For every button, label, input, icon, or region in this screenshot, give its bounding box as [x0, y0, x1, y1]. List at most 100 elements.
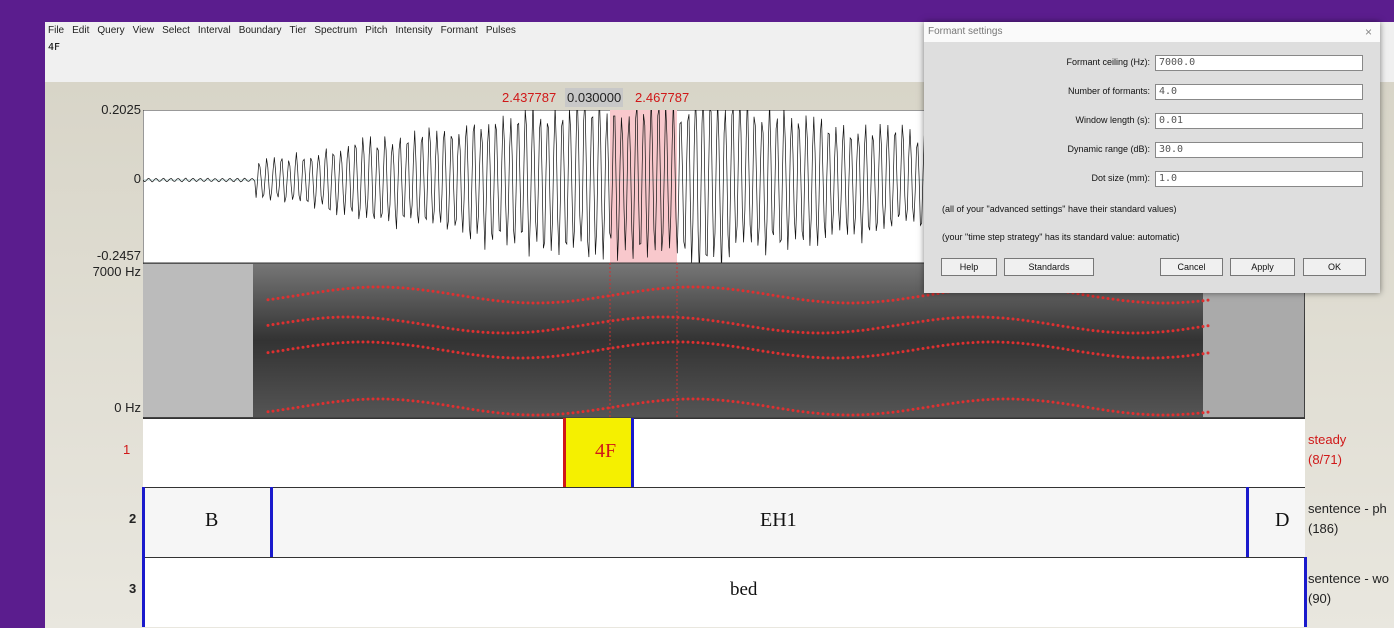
formant-dot — [337, 342, 340, 345]
formant-dot — [1012, 317, 1015, 320]
formant-dot — [447, 404, 450, 407]
formant-dot — [877, 412, 880, 415]
button[interactable]: Apply — [1230, 258, 1295, 276]
formant-dot — [917, 407, 920, 410]
formant-dot — [737, 346, 740, 349]
formant-dot — [1197, 412, 1200, 415]
formant-dot — [982, 398, 985, 401]
button[interactable]: Standards — [1004, 258, 1094, 276]
menu-item[interactable]: Boundary — [239, 25, 282, 36]
formant-dot — [712, 398, 715, 401]
interval-label[interactable]: bed — [730, 579, 757, 601]
formant-dot — [902, 409, 905, 412]
formant-dot — [1037, 321, 1040, 324]
formant-dot — [942, 403, 945, 406]
field-input[interactable]: 7000.0 — [1155, 55, 1363, 71]
formant-dot — [372, 286, 375, 289]
formant-dot — [582, 410, 585, 413]
formant-dot — [452, 405, 455, 408]
button[interactable]: OK — [1303, 258, 1366, 276]
tier-name[interactable]: steady — [1308, 432, 1346, 447]
formant-dot — [837, 413, 840, 416]
interval-label[interactable]: EH1 — [760, 509, 797, 532]
formant-dot — [292, 320, 295, 323]
formant-dot — [802, 410, 805, 413]
formant-dot — [902, 297, 905, 300]
text-field[interactable]: 4F — [48, 42, 60, 53]
formant-dot — [1127, 356, 1130, 359]
formant-dot — [1122, 299, 1125, 302]
tier — [143, 418, 1305, 488]
formant-dot — [667, 286, 670, 289]
field-input[interactable]: 4.0 — [1155, 84, 1363, 100]
formant-dot — [1072, 326, 1075, 329]
formant-dot — [972, 316, 975, 319]
formant-dot — [592, 297, 595, 300]
boundary — [1246, 487, 1249, 557]
formant-dot — [637, 316, 640, 319]
formant-dot — [572, 353, 575, 356]
interval-label[interactable]: B — [205, 509, 218, 532]
formant-dot — [1027, 342, 1030, 345]
spec-bottom: 0 Hz — [75, 400, 141, 415]
interval-label[interactable]: 4F — [595, 440, 616, 463]
interval-label[interactable]: D — [1275, 509, 1289, 532]
formant-dot — [1137, 356, 1140, 359]
menu-item[interactable]: File — [48, 25, 64, 36]
formant-dot — [282, 408, 285, 411]
formant-dot — [1157, 356, 1160, 359]
formant-dot — [1007, 341, 1010, 344]
formant-dot — [1162, 330, 1165, 333]
formant-dot — [517, 356, 520, 359]
formant-dot — [1172, 356, 1175, 359]
formant-dot — [407, 399, 410, 402]
formant-dot — [602, 348, 605, 351]
tier-name[interactable]: sentence - wo — [1308, 571, 1389, 586]
formant-dot — [687, 341, 690, 344]
selection-duration[interactable]: 0.030000 — [565, 88, 623, 107]
formant-dot — [787, 296, 790, 299]
formant-dot — [1002, 398, 1005, 401]
button[interactable]: Cancel — [1160, 258, 1223, 276]
formant-dot — [917, 295, 920, 298]
formant-dot — [952, 316, 955, 319]
menu-item[interactable]: Spectrum — [314, 25, 357, 36]
menu-item[interactable]: Edit — [72, 25, 89, 36]
menu-item[interactable]: Pulses — [486, 25, 516, 36]
formant-dot — [1147, 301, 1150, 304]
formant-dot — [502, 356, 505, 359]
formant-dot — [562, 300, 565, 303]
menu-item[interactable]: Query — [97, 25, 124, 36]
menu-item[interactable]: Pitch — [365, 25, 387, 36]
field-label: Dot size (mm): — [930, 173, 1150, 183]
formant-dot — [497, 411, 500, 414]
formant-dot — [392, 342, 395, 345]
formant-dot — [737, 289, 740, 292]
selection-end: 2.467787 — [635, 90, 689, 105]
menu-item[interactable]: View — [133, 25, 155, 36]
formant-dot — [1122, 355, 1125, 358]
formant-dot — [597, 349, 600, 352]
menu-item[interactable]: Select — [162, 25, 190, 36]
formant-dot — [862, 301, 865, 304]
formant-dot — [1062, 347, 1065, 350]
menu-item[interactable]: Intensity — [395, 25, 432, 36]
field-input[interactable]: 1.0 — [1155, 171, 1363, 187]
formant-dot — [357, 316, 360, 319]
button[interactable]: Help — [941, 258, 997, 276]
formant-dot — [392, 398, 395, 401]
formant-dot — [697, 398, 700, 401]
tier-name[interactable]: sentence - ph — [1308, 501, 1387, 516]
close-button[interactable]: × — [1365, 25, 1372, 39]
menu-item[interactable]: Tier — [290, 25, 307, 36]
formant-dot — [1112, 355, 1115, 358]
field-input[interactable]: 0.01 — [1155, 113, 1363, 129]
field-input[interactable]: 30.0 — [1155, 142, 1363, 158]
formant-dot — [1057, 324, 1060, 327]
formant-dot — [1087, 351, 1090, 354]
boundary — [142, 487, 145, 557]
formant-dot — [492, 355, 495, 358]
menu-item[interactable]: Interval — [198, 25, 231, 36]
formant-dot — [1157, 331, 1160, 334]
menu-item[interactable]: Formant — [441, 25, 478, 36]
